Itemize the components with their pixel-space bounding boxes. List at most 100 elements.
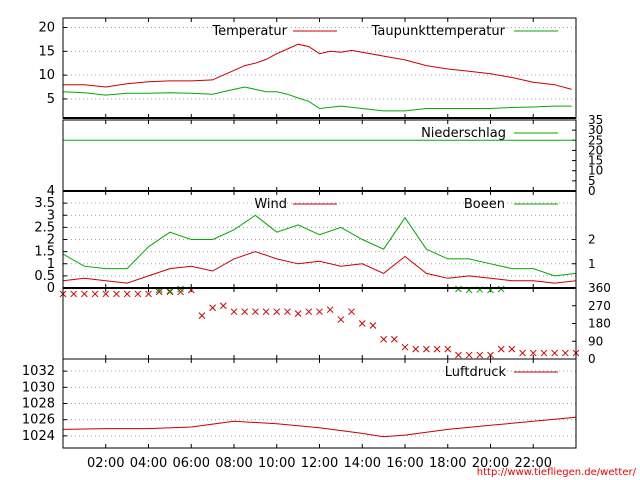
panel-frame — [62, 358, 577, 449]
direction-point — [348, 308, 355, 316]
legend-label: Luftdruck — [445, 365, 507, 380]
x-tick-label: 12:00 — [301, 456, 338, 471]
direction-point — [284, 308, 291, 316]
series-line-taupunkttemperatur — [62, 86, 572, 112]
direction-point — [561, 349, 569, 357]
y-tick-label-right: 15 — [588, 154, 603, 168]
x-tick-label: 10:00 — [258, 456, 295, 471]
x-tick-label: 20:00 — [472, 456, 509, 471]
x-tick-label: 16:00 — [386, 456, 423, 471]
x-tick-label: 06:00 — [173, 456, 210, 471]
direction-point — [145, 290, 152, 298]
direction-point — [209, 304, 216, 312]
y-tick-label: 2 — [47, 233, 55, 248]
y-tick-label-right: 1 — [588, 257, 596, 271]
direction-point — [358, 320, 366, 327]
direction-point — [326, 306, 334, 314]
y-tick-label-right: 25 — [588, 133, 603, 147]
direction-point — [70, 290, 78, 298]
direction-point — [81, 290, 88, 298]
direction-point — [166, 288, 174, 296]
direction-point — [519, 349, 526, 357]
series-line-luftdruck — [62, 416, 577, 438]
y-tick-label: 4 — [47, 184, 55, 199]
y-tick-label: 0 — [47, 281, 55, 296]
direction-point — [508, 345, 516, 353]
direction-point — [337, 316, 345, 323]
direction-point — [444, 345, 452, 353]
y-tick-label-right: 20 — [588, 143, 603, 157]
y-tick-label-right: 180 — [588, 317, 611, 331]
direction-point — [262, 308, 270, 316]
direction-point — [155, 288, 163, 296]
direction-point — [497, 345, 505, 353]
direction-point — [369, 322, 377, 329]
y-tick-label: 1030 — [22, 380, 55, 395]
legend-label: Niederschlag — [421, 126, 506, 141]
x-tick-label: 18:00 — [429, 456, 466, 471]
direction-point — [540, 349, 548, 357]
direction-point — [455, 351, 462, 359]
direction-point — [305, 308, 313, 316]
y-tick-label: 3 — [47, 208, 55, 223]
direction-point — [134, 290, 142, 298]
y-tick-label-right: 5 — [588, 174, 596, 188]
y-tick-label-right: 90 — [588, 334, 603, 348]
y-tick-label-right: 10 — [588, 164, 603, 178]
direction-point — [241, 308, 249, 316]
y-tick-label: 20 — [38, 21, 55, 36]
y-tick-label: 3.5 — [34, 196, 55, 211]
y-tick-label: 2.5 — [34, 220, 55, 235]
y-tick-label: 15 — [38, 44, 55, 59]
footer-url: http://www.tiefliegen.de/wetter/ — [477, 467, 637, 478]
direction-point — [423, 345, 430, 353]
series-line-wind — [62, 251, 577, 284]
x-tick-label: 14:00 — [344, 456, 381, 471]
series-line-boeen — [62, 214, 577, 277]
direction-point — [294, 310, 302, 317]
direction-point — [316, 308, 323, 316]
y-tick-label: 1 — [47, 257, 55, 272]
series-line-temperatur — [63, 43, 572, 90]
legend-label: Temperatur — [211, 24, 287, 39]
y-tick-label: 10 — [38, 68, 55, 83]
direction-point — [465, 351, 473, 359]
direction-point — [113, 290, 120, 298]
x-tick-label: 02:00 — [87, 456, 124, 471]
y-tick-label: 1024 — [22, 429, 55, 444]
y-tick-label: 1.5 — [34, 245, 55, 260]
direction-point — [102, 290, 110, 298]
y-tick-label: 1026 — [22, 413, 55, 428]
direction-point — [401, 343, 409, 351]
x-tick-label: 04:00 — [130, 456, 167, 471]
direction-point — [551, 349, 558, 357]
y-tick-label-right: 0 — [588, 184, 596, 198]
direction-point — [91, 290, 99, 298]
direction-point — [177, 288, 184, 296]
direction-point — [219, 302, 227, 310]
y-tick-label: 1032 — [22, 364, 55, 379]
panel-frame — [62, 287, 577, 360]
y-tick-label: 5 — [47, 92, 55, 107]
direction-point — [487, 351, 494, 359]
direction-point — [433, 345, 441, 353]
x-tick-label: 08:00 — [215, 456, 252, 471]
y-tick-label-right: 35 — [588, 113, 603, 127]
x-tick-label: 22:00 — [515, 456, 552, 471]
y-tick-label: 1028 — [22, 397, 55, 412]
direction-point — [529, 349, 537, 357]
direction-point — [198, 312, 206, 319]
direction-point — [123, 290, 131, 298]
legend-label: Taupunkttemperatur — [371, 24, 506, 39]
y-tick-label-right: 30 — [588, 123, 603, 137]
direction-point — [380, 335, 387, 343]
direction-point — [230, 308, 238, 316]
direction-point — [412, 345, 420, 353]
direction-point — [273, 308, 281, 316]
y-tick-label-right: 270 — [588, 299, 611, 313]
y-tick-label-right: 2 — [588, 233, 596, 247]
legend-label: Boeen — [464, 197, 505, 212]
direction-point — [476, 351, 484, 359]
direction-point — [390, 335, 398, 343]
